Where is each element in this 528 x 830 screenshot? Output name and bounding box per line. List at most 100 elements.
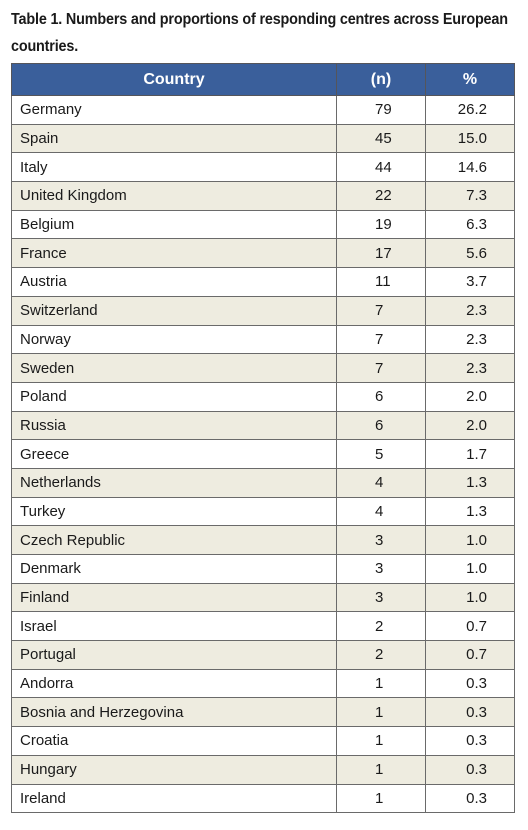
cell-percent: 0.3 — [425, 783, 515, 814]
cell-percent: 1.0 — [425, 525, 515, 555]
table-header: Country (n) % — [11, 63, 515, 96]
cell-percent: 2.3 — [425, 295, 515, 326]
table-row: Poland 6 2.0 — [11, 381, 515, 412]
cell-percent: 3.7 — [425, 267, 515, 297]
cell-country: Italy — [11, 152, 337, 183]
cell-count: 3 — [336, 525, 426, 555]
cell-country: Israel — [11, 611, 337, 642]
cell-percent: 0.3 — [425, 754, 515, 785]
cell-country: Germany — [11, 95, 337, 125]
cell-count: 1 — [336, 783, 426, 814]
cell-count: 2 — [336, 611, 426, 642]
cell-country: Finland — [11, 582, 337, 613]
table-caption: Table 1. Numbers and proportions of resp… — [11, 11, 508, 55]
cell-count: 44 — [336, 152, 426, 183]
table-row: Netherlands 4 1.3 — [11, 467, 515, 498]
cell-count: 45 — [336, 123, 426, 154]
cell-country: Norway — [11, 324, 337, 355]
table-row: Israel 2 0.7 — [11, 611, 515, 642]
cell-percent: 0.7 — [425, 611, 515, 642]
cell-country: Hungary — [11, 754, 337, 785]
cell-percent: 1.0 — [425, 554, 515, 584]
cell-country: Croatia — [11, 726, 337, 756]
cell-percent: 6.3 — [425, 209, 515, 240]
cell-percent: 26.2 — [425, 95, 515, 125]
cell-percent: 14.6 — [425, 152, 515, 183]
table-body: Germany 79 26.2 Spain 45 15.0 Italy 44 14.6 Unite… — [11, 95, 515, 814]
cell-percent: 2.3 — [425, 353, 515, 383]
countries-table: Country (n) % Germany 79 26.2 Spain 45 15.0 It… — [11, 63, 515, 814]
table-row: Hungary 1 0.3 — [11, 754, 515, 785]
table-row: Croatia 1 0.3 — [11, 726, 515, 756]
cell-count: 1 — [336, 697, 426, 728]
table-row: Spain 45 15.0 — [11, 123, 515, 154]
table-row: Germany 79 26.2 — [11, 95, 515, 125]
cell-country: Russia — [11, 410, 337, 441]
cell-count: 11 — [336, 267, 426, 297]
cell-percent: 1.0 — [425, 582, 515, 613]
cell-count: 6 — [336, 381, 426, 412]
cell-country: Spain — [11, 123, 337, 154]
cell-country: Greece — [11, 439, 337, 469]
cell-percent: 0.7 — [425, 640, 515, 670]
cell-country: Poland — [11, 381, 337, 412]
table-row: Finland 3 1.0 — [11, 582, 515, 613]
cell-country: United Kingdom — [11, 181, 337, 211]
cell-count: 3 — [336, 554, 426, 584]
cell-percent: 0.3 — [425, 726, 515, 756]
table-row: Portugal 2 0.7 — [11, 640, 515, 670]
table-row: Belgium 19 6.3 — [11, 209, 515, 240]
cell-count: 79 — [336, 95, 426, 125]
cell-percent: 2.3 — [425, 324, 515, 355]
table-row: Switzerland 7 2.3 — [11, 295, 515, 326]
cell-count: 2 — [336, 640, 426, 670]
table-row: Turkey 4 1.3 — [11, 496, 515, 527]
cell-count: 7 — [336, 295, 426, 326]
table-row: Norway 7 2.3 — [11, 324, 515, 355]
table-row: Sweden 7 2.3 — [11, 353, 515, 383]
cell-country: France — [11, 238, 337, 269]
cell-country: Czech Republic — [11, 525, 337, 555]
column-header-n: (n) — [336, 63, 426, 96]
cell-percent: 1.3 — [425, 496, 515, 527]
cell-count: 3 — [336, 582, 426, 613]
cell-count: 1 — [336, 754, 426, 785]
table-row: United Kingdom 22 7.3 — [11, 181, 515, 211]
table-row: Bosnia and Herzegovina 1 0.3 — [11, 697, 515, 728]
cell-count: 1 — [336, 726, 426, 756]
cell-country: Turkey — [11, 496, 337, 527]
cell-percent: 2.0 — [425, 410, 515, 441]
cell-percent: 7.3 — [425, 181, 515, 211]
cell-country: Portugal — [11, 640, 337, 670]
table-row: Czech Republic 3 1.0 — [11, 525, 515, 555]
cell-count: 1 — [336, 668, 426, 699]
cell-percent: 1.7 — [425, 439, 515, 469]
cell-percent: 5.6 — [425, 238, 515, 269]
cell-country: Belgium — [11, 209, 337, 240]
cell-country: Andorra — [11, 668, 337, 699]
cell-percent: 0.3 — [425, 668, 515, 699]
cell-count: 22 — [336, 181, 426, 211]
table-row: Russia 6 2.0 — [11, 410, 515, 441]
cell-country: Bosnia and Herzegovina — [11, 697, 337, 728]
table-row: Denmark 3 1.0 — [11, 554, 515, 584]
table-row: Andorra 1 0.3 — [11, 668, 515, 699]
cell-count: 4 — [336, 467, 426, 498]
cell-country: Sweden — [11, 353, 337, 383]
cell-country: Ireland — [11, 783, 337, 814]
cell-country: Austria — [11, 267, 337, 297]
cell-percent: 2.0 — [425, 381, 515, 412]
cell-count: 19 — [336, 209, 426, 240]
cell-count: 7 — [336, 324, 426, 355]
column-header-percent: % — [425, 63, 515, 96]
cell-count: 4 — [336, 496, 426, 527]
cell-count: 17 — [336, 238, 426, 269]
column-header-country: Country — [11, 63, 337, 96]
cell-country: Switzerland — [11, 295, 337, 326]
table-row: Italy 44 14.6 — [11, 152, 515, 183]
cell-count: 6 — [336, 410, 426, 441]
cell-count: 5 — [336, 439, 426, 469]
cell-percent: 1.3 — [425, 467, 515, 498]
table-row: Ireland 1 0.3 — [11, 783, 515, 814]
header-row: Country (n) % — [11, 63, 515, 96]
